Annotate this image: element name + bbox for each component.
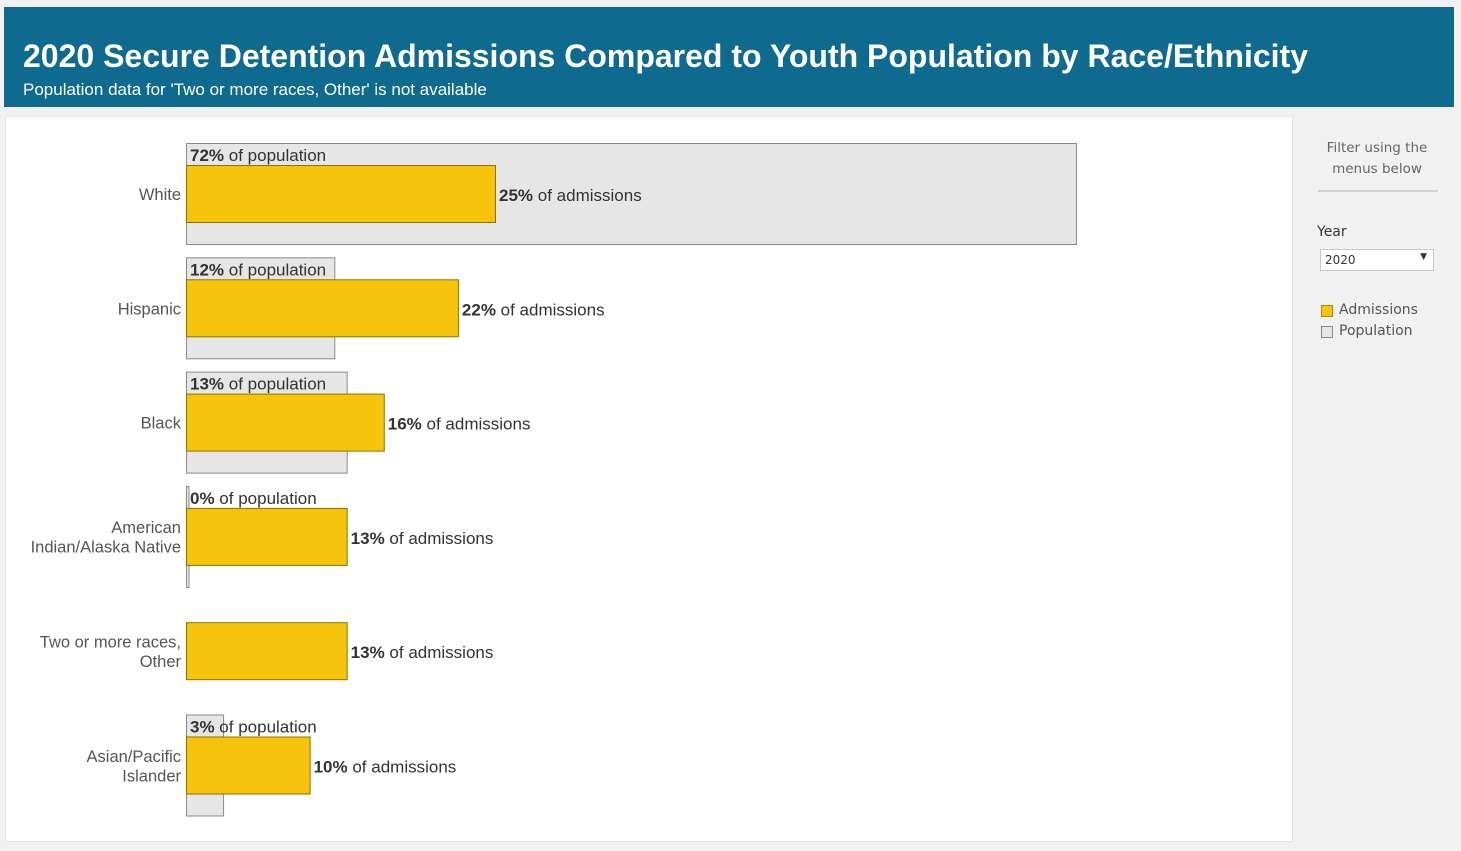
year-dropdown[interactable]: 2020 ▼ <box>1320 249 1434 271</box>
legend-swatch-admissions <box>1321 305 1333 317</box>
year-selected-value: 2020 <box>1325 253 1356 267</box>
population-data-label: 3% of population <box>190 718 317 737</box>
admissions-bar <box>186 165 496 223</box>
population-data-label: 72% of population <box>190 146 326 165</box>
category-label: American <box>111 519 181 537</box>
year-filter-label: Year <box>1317 224 1347 240</box>
legend-label-population: Population <box>1339 323 1413 339</box>
category-label: Other <box>140 653 182 671</box>
dashboard-header: 2020 Secure Detention Admissions Compare… <box>4 7 1454 107</box>
admissions-bar <box>186 279 459 338</box>
category-label: Islander <box>122 767 181 785</box>
page-subtitle: Population data for 'Two or more races, … <box>23 80 487 99</box>
admissions-bar <box>186 736 311 795</box>
admissions-data-label: 10% of admissions <box>314 758 457 777</box>
population-data-label: 12% of population <box>190 260 326 279</box>
legend-swatch-population <box>1321 326 1333 338</box>
bar-chart: 72% of population 25% of admissions White 1… <box>31 143 1077 817</box>
legend-label-admissions: Admissions <box>1339 302 1418 318</box>
admissions-bar <box>186 622 348 681</box>
admissions-data-label: 22% of admissions <box>462 300 605 319</box>
population-data-label: 0% of population <box>190 489 317 508</box>
category-label: Black <box>141 415 182 433</box>
category-label: Asian/Pacific <box>87 748 181 766</box>
filter-sidebar: Filter using the menus below Year 2020 ▼… <box>1296 116 1456 842</box>
admissions-bar <box>186 507 348 566</box>
population-data-label: 13% of population <box>190 375 326 394</box>
chevron-down-icon: ▼ <box>1420 252 1427 262</box>
category-label: White <box>139 186 181 204</box>
category-label: Two or more races, <box>40 633 181 651</box>
page-title: 2020 Secure Detention Admissions Compare… <box>23 38 1308 74</box>
admissions-data-label: 13% of admissions <box>351 643 494 662</box>
admissions-data-label: 16% of admissions <box>388 415 531 434</box>
category-label: Indian/Alaska Native <box>31 539 181 557</box>
filter-instructions: Filter using the menus below <box>1326 140 1428 177</box>
admissions-data-label: 25% of admissions <box>499 186 642 205</box>
admissions-bar <box>186 393 385 452</box>
divider <box>1318 190 1438 192</box>
admissions-data-label: 13% of admissions <box>351 529 494 548</box>
category-label: Hispanic <box>118 300 181 318</box>
chart-panel: 72% of population 25% of admissions White 1… <box>5 116 1293 842</box>
